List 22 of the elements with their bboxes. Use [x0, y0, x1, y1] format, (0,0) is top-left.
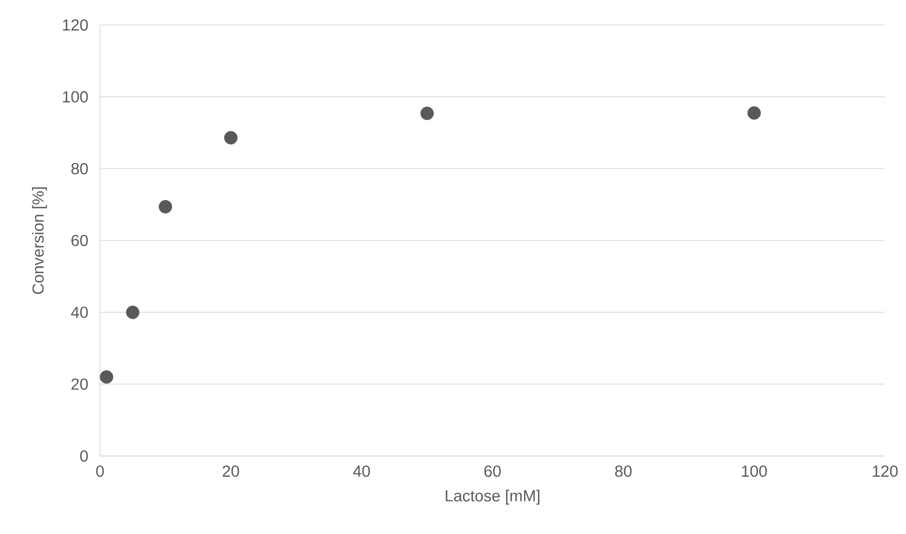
x-tick-label: 80: [615, 466, 632, 477]
point: [100, 370, 114, 384]
y-tick-label: 80: [71, 162, 88, 174]
point: [126, 306, 140, 320]
y-tick-label: 0: [80, 450, 88, 462]
point: [747, 106, 761, 120]
x-tick-label: 20: [222, 466, 240, 477]
y-axis-title: Conversion [%]: [32, 187, 47, 294]
y-tick-label: 60: [71, 234, 88, 246]
y-tick-label: 40: [71, 306, 88, 318]
point: [420, 106, 434, 120]
y-tick-label: 20: [71, 378, 88, 390]
x-axis-title: Lactose [mM]: [446, 490, 540, 505]
x-tick-label: 100: [742, 466, 767, 477]
x-tick-label: 120: [872, 466, 898, 477]
y-tick-label: 100: [63, 91, 88, 102]
point: [158, 200, 172, 214]
x-tick-label: 40: [353, 466, 370, 477]
point: [224, 131, 238, 144]
x-tick-label: 60: [484, 466, 501, 477]
x-tick-label: 0: [96, 466, 104, 477]
y-tick-label: 120: [63, 19, 88, 31]
